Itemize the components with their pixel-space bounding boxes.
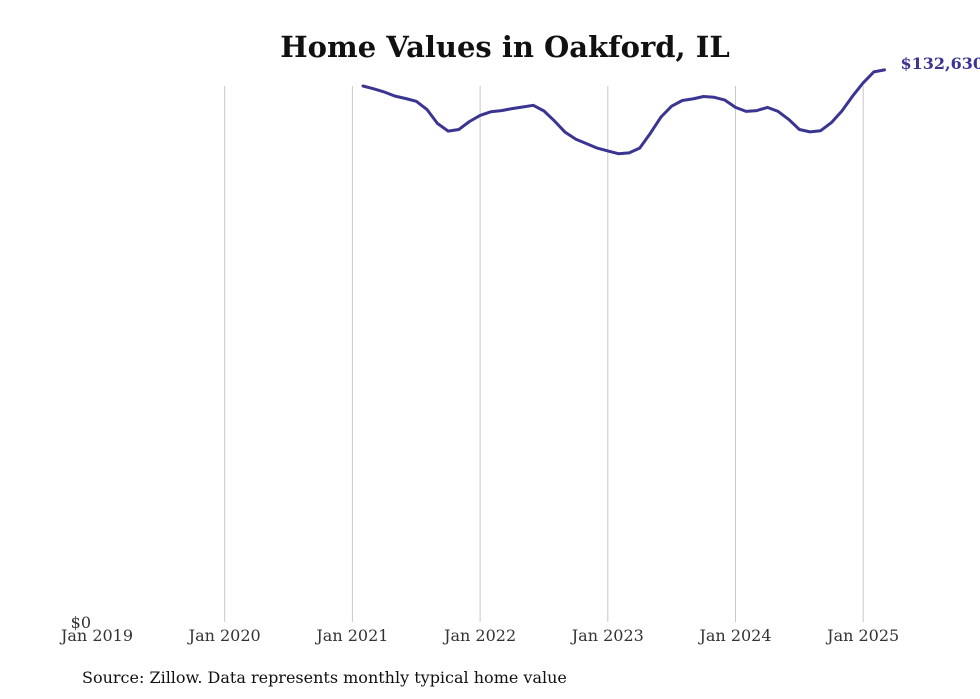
x-tick-label: Jan 2023 <box>570 626 644 645</box>
y-tick-label: $0 <box>71 613 91 632</box>
x-tick-label: Jan 2019 <box>59 626 133 645</box>
last-value-label: $132,630 <box>900 54 980 73</box>
x-tick-label: Jan 2022 <box>442 626 516 645</box>
series-line-0 <box>361 68 886 156</box>
axis-labels: Jan 2019 Jan 2020 Jan 2021 Jan 2022 Jan 2023… <box>59 613 899 645</box>
x-tick-label: Jan 2020 <box>187 626 261 645</box>
chart-source: Source: Zillow. Data represents monthly … <box>82 668 567 687</box>
chart-title: Home Values in Oakford, IL <box>280 30 730 64</box>
x-tick-label: Jan 2025 <box>825 626 899 645</box>
x-tick-label: Jan 2024 <box>697 626 771 645</box>
series-layer: $132,630 <box>361 54 980 156</box>
grid-lines <box>224 86 864 622</box>
line-chart: Jan 2019 Jan 2020 Jan 2021 Jan 2022 Jan 2023… <box>59 54 980 645</box>
x-tick-label: Jan 2021 <box>314 626 388 645</box>
